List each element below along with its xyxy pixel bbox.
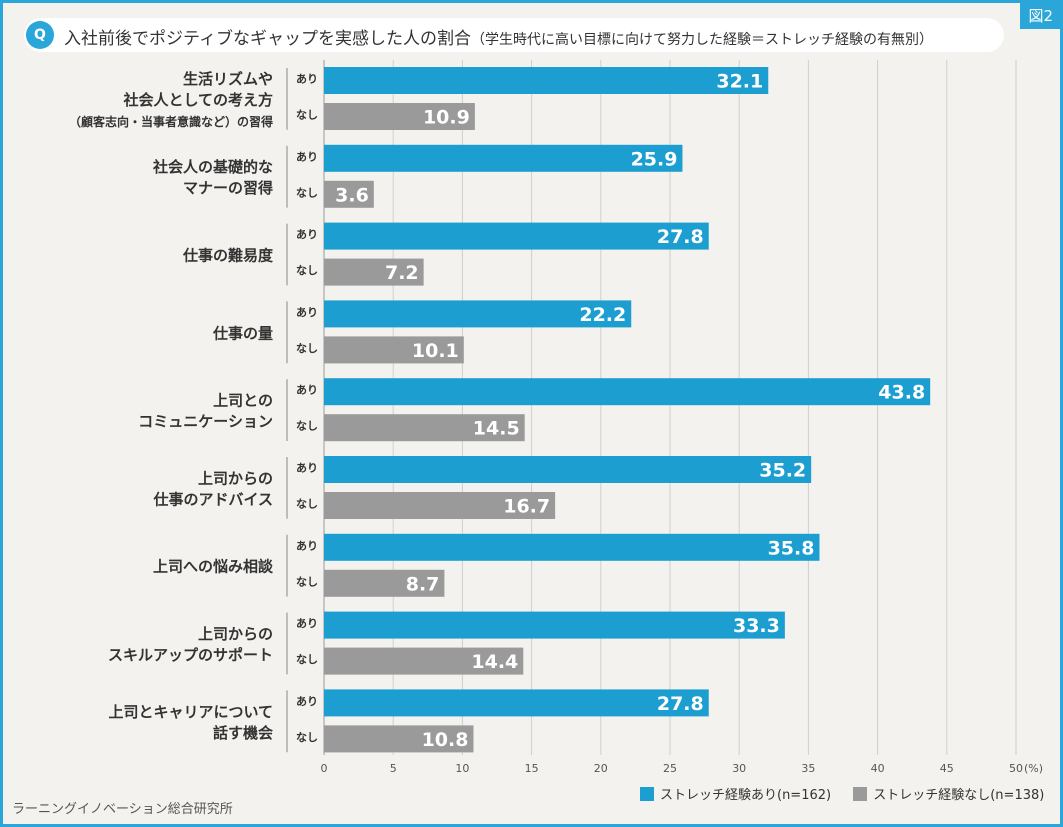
bar-without [324, 103, 475, 130]
x-unit-label: (%) [1024, 762, 1043, 775]
bar-value-label: 10.1 [412, 340, 459, 362]
x-tick-label: 5 [390, 762, 397, 775]
category-label: 仕事の量 [212, 324, 273, 342]
legend-label-without: ストレッチ経験なし(n=138) [873, 788, 1045, 803]
bar-with [324, 144, 683, 172]
x-tick-label: 10 [455, 762, 469, 775]
x-tick-label: 15 [525, 762, 539, 775]
group-tag-without: なし [296, 420, 318, 433]
x-tick-label: 30 [732, 762, 746, 775]
category-label: 仕事の難易度 [182, 247, 274, 265]
x-tick-label: 40 [871, 762, 885, 775]
figure-tag: 図2 [1020, 3, 1060, 29]
group-tag-with: あり [296, 228, 318, 241]
category-label: 上司とキャリアについて [108, 703, 273, 721]
bar-value-label: 43.8 [878, 382, 925, 404]
bar-value-label: 27.8 [657, 693, 704, 715]
bar-without [324, 725, 474, 753]
bar-value-label: 3.6 [335, 184, 369, 206]
x-tick-label: 45 [940, 762, 954, 775]
bar-without [324, 180, 374, 208]
bar-without [324, 258, 424, 286]
question-sub: （学生時代に高い目標に向けて努力した経験＝ストレッチ経験の有無別） [470, 32, 933, 48]
group-tag-without: なし [296, 498, 318, 511]
bar-without [324, 492, 556, 519]
group-tag-without: なし [296, 109, 318, 122]
bar-value-label: 14.5 [473, 418, 520, 440]
legend-label-with: ストレッチ経験あり(n=162) [660, 788, 832, 803]
group-tag-with: あり [296, 539, 318, 552]
category-label: （顧客志向・当事者意識など）の習得 [69, 114, 273, 129]
legend-item-with: ストレッチ経験あり(n=162) [640, 784, 831, 803]
bar-with [324, 611, 785, 639]
bar-value-label: 14.4 [471, 651, 518, 673]
bar-value-label: 16.7 [503, 496, 550, 518]
group-tag-without: なし [296, 731, 318, 744]
group-tag-with: あり [296, 150, 318, 163]
bar-with [324, 689, 709, 717]
bar-with [324, 222, 709, 250]
x-tick-label: 20 [594, 762, 608, 775]
group-tag-with: あり [296, 73, 318, 86]
category-label: 仕事のアドバイス [152, 490, 273, 508]
group-tag-with: あり [296, 462, 318, 475]
legend-swatch-without [853, 787, 868, 801]
bar-value-label: 10.9 [423, 107, 470, 129]
group-tag-with: あり [296, 384, 318, 397]
bar-with [324, 378, 931, 406]
category-label: マナーの習得 [183, 179, 273, 197]
bar-value-label: 35.2 [759, 460, 806, 482]
category-label: コミュニケーション [138, 413, 273, 431]
question-badge: Q [26, 21, 54, 49]
category-label: 話す機会 [213, 724, 273, 742]
category-label: 上司への悩み相談 [153, 558, 274, 576]
group-tag-with: あり [296, 695, 318, 708]
group-tag-with: あり [296, 617, 318, 630]
bar-value-label: 27.8 [657, 226, 704, 248]
category-label: 社会人としての考え方 [122, 91, 273, 109]
bar-without [324, 414, 525, 442]
source-credit: ラーニングイノベーション総合研究所 [12, 802, 233, 817]
bar-with [324, 300, 632, 328]
legend: ストレッチ経験あり(n=162) ストレッチ経験なし(n=138) [640, 784, 1062, 803]
bar-with [324, 456, 812, 483]
group-tag-without: なし [296, 653, 318, 666]
group-tag-without: なし [296, 264, 318, 277]
question-text: 入社前後でポジティブなギャップを実感した人の割合（学生時代に高い目標に向けて努力… [64, 24, 933, 49]
bar-with [324, 533, 820, 561]
bar-value-label: 22.2 [579, 304, 626, 326]
bar-without [324, 647, 524, 675]
x-tick-label: 35 [801, 762, 815, 775]
category-label: 生活リズムや [183, 70, 273, 88]
x-tick-label: 50 [1009, 762, 1023, 775]
legend-item-without: ストレッチ経験なし(n=138) [853, 784, 1044, 803]
question-bar [24, 18, 1004, 52]
category-label: 上司との [213, 392, 273, 410]
bar-with [324, 67, 769, 94]
x-tick-label: 25 [663, 762, 677, 775]
bar-value-label: 33.3 [733, 615, 780, 637]
legend-swatch-with [640, 787, 654, 801]
group-tag-with: あり [296, 306, 318, 319]
category-label: 上司からの [198, 625, 273, 643]
group-tag-without: なし [296, 575, 318, 588]
bar-value-label: 25.9 [631, 148, 678, 170]
group-tag-without: なし [296, 186, 318, 199]
bar-without [324, 569, 445, 597]
bar-value-label: 10.8 [422, 729, 469, 751]
bar-value-label: 32.1 [716, 71, 763, 93]
category-label: スキルアップのサポート [108, 646, 273, 664]
question-main: 入社前後でポジティブなギャップを実感した人の割合 [64, 29, 471, 49]
x-tick-label: 0 [321, 762, 328, 775]
group-tag-without: なし [296, 342, 318, 355]
bar-value-label: 7.2 [385, 262, 419, 284]
bar-value-label: 8.7 [406, 573, 440, 595]
category-label: 社会人の基礎的な [152, 158, 273, 176]
bar-value-label: 35.8 [768, 537, 815, 559]
bar-without [324, 336, 464, 364]
category-label: 上司からの [198, 469, 273, 487]
